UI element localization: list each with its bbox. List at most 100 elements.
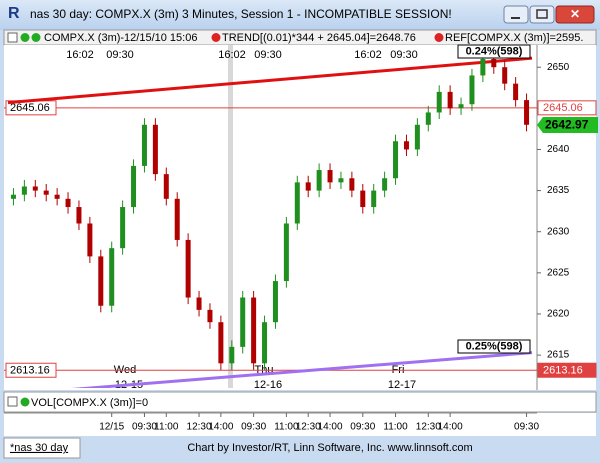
candle-body bbox=[54, 194, 60, 199]
candle-body bbox=[447, 91, 453, 109]
date-label: 12-17 bbox=[388, 379, 416, 391]
candle-body bbox=[76, 207, 82, 224]
indicator-dot bbox=[31, 33, 41, 42]
indicator-dot bbox=[20, 397, 30, 407]
candle-body bbox=[120, 207, 126, 249]
trend-label: 0.24%(598) bbox=[466, 45, 523, 57]
header-label: TREND[(0.01)*344 + 2645.04]=2648.76 bbox=[222, 32, 416, 44]
tab-label[interactable]: *nas 30 day bbox=[10, 442, 69, 454]
candle-body bbox=[131, 165, 137, 208]
x-tick-label: 14:00 bbox=[438, 422, 463, 433]
maximize-button[interactable] bbox=[529, 5, 555, 24]
candle-body bbox=[425, 112, 431, 125]
session-label: 16:02 bbox=[66, 49, 94, 61]
candle-body bbox=[262, 322, 268, 364]
toggle-box[interactable] bbox=[7, 396, 18, 407]
candle-body bbox=[43, 190, 49, 195]
y-tick-label: 2615 bbox=[547, 350, 570, 361]
candle-body bbox=[305, 182, 311, 191]
indicator-dot bbox=[20, 33, 30, 42]
x-tick-label: 12:30 bbox=[296, 422, 321, 433]
chart-tab[interactable] bbox=[3, 437, 81, 459]
candle-body bbox=[316, 170, 322, 191]
ref-label-box bbox=[5, 362, 57, 378]
trend-label-box bbox=[457, 339, 531, 354]
y-tick-label: 2625 bbox=[547, 267, 570, 278]
trend-line bbox=[7, 56, 533, 105]
y-tick-label: 2635 bbox=[547, 185, 570, 196]
session-label: 09:30 bbox=[390, 49, 418, 61]
ref-axis-label: 2645.06 bbox=[543, 102, 583, 114]
candle-body bbox=[207, 309, 213, 323]
close-icon: ✕ bbox=[570, 7, 580, 21]
plot-pane bbox=[4, 45, 596, 390]
header-label: REF[COMPX.X (3m)]=2595. bbox=[445, 32, 583, 44]
candle-body bbox=[240, 297, 246, 347]
candle-body bbox=[185, 239, 191, 298]
time-axis bbox=[4, 413, 596, 436]
candle-body bbox=[382, 178, 388, 191]
candle-body bbox=[10, 194, 16, 199]
indicator-dot bbox=[434, 33, 444, 42]
candle-body bbox=[371, 190, 377, 208]
ref-label: 2613.16 bbox=[10, 365, 50, 377]
ref-label: 2645.06 bbox=[10, 102, 50, 114]
session-label: 16:02 bbox=[218, 49, 246, 61]
candle-body bbox=[229, 346, 235, 364]
candle-body bbox=[251, 297, 257, 364]
x-tick-label: 09:30 bbox=[241, 422, 266, 433]
toggle-box[interactable] bbox=[7, 32, 18, 43]
candle-body bbox=[283, 223, 289, 282]
trend-label: 0.25%(598) bbox=[466, 340, 523, 352]
candle-body bbox=[294, 182, 300, 224]
volume-label: VOL[COMPX.X (3m)]=0 bbox=[31, 397, 148, 409]
candle-body bbox=[163, 174, 169, 199]
plot-clip bbox=[7, 52, 533, 388]
candle-body bbox=[109, 248, 115, 306]
date-label: 12-16 bbox=[254, 379, 282, 391]
close-button[interactable] bbox=[555, 5, 595, 24]
volume-pane bbox=[3, 391, 597, 413]
candle-body bbox=[21, 186, 27, 195]
candle-body bbox=[491, 58, 497, 68]
candle-body bbox=[338, 178, 344, 183]
ref-axis-label: 2613.16 bbox=[543, 365, 583, 377]
candle-body bbox=[32, 186, 38, 191]
candle-body bbox=[174, 198, 180, 240]
candle-body bbox=[524, 100, 530, 125]
maximize-icon bbox=[536, 9, 548, 19]
x-tick-label: 09:30 bbox=[350, 422, 375, 433]
x-tick-label: 11:00 bbox=[154, 422, 179, 433]
x-tick-label: 12/15 bbox=[99, 422, 124, 433]
session-label: 09:30 bbox=[106, 49, 134, 61]
y-tick-label: 2650 bbox=[547, 62, 570, 73]
minimize-button[interactable] bbox=[503, 5, 529, 24]
candle-body bbox=[502, 67, 508, 84]
window-title: nas 30 day: COMPX.X (3m) 3 Minutes, Sess… bbox=[30, 7, 452, 21]
candle-body bbox=[393, 141, 399, 179]
day-separator bbox=[228, 45, 233, 388]
x-tick-label: 14:00 bbox=[318, 422, 343, 433]
title-bar bbox=[0, 0, 600, 30]
x-tick-label: 09:30 bbox=[514, 422, 539, 433]
x-tick-label: 12:30 bbox=[416, 422, 441, 433]
candle-body bbox=[65, 198, 71, 208]
trend-label-box bbox=[457, 44, 531, 59]
x-tick-label: 12:30 bbox=[187, 422, 212, 433]
x-tick-label: 11:00 bbox=[383, 422, 408, 433]
session-label: 09:30 bbox=[254, 49, 282, 61]
ref-axis-box bbox=[537, 100, 597, 116]
last-price: 2642.97 bbox=[545, 118, 589, 132]
candle-body bbox=[152, 124, 158, 175]
candle-body bbox=[480, 58, 486, 76]
candle-body bbox=[98, 256, 104, 306]
header-label: COMPX.X (3m)-12/15/10 15:06 bbox=[44, 32, 197, 44]
candle-body bbox=[141, 124, 147, 166]
candle-body bbox=[218, 322, 224, 364]
session-label: 16:02 bbox=[354, 49, 382, 61]
candle-body bbox=[360, 190, 366, 208]
credit: Chart by Investor/RT, Linn Software, Inc… bbox=[187, 442, 472, 454]
x-tick-label: 14:00 bbox=[208, 422, 233, 433]
ref-axis-box bbox=[537, 362, 597, 378]
